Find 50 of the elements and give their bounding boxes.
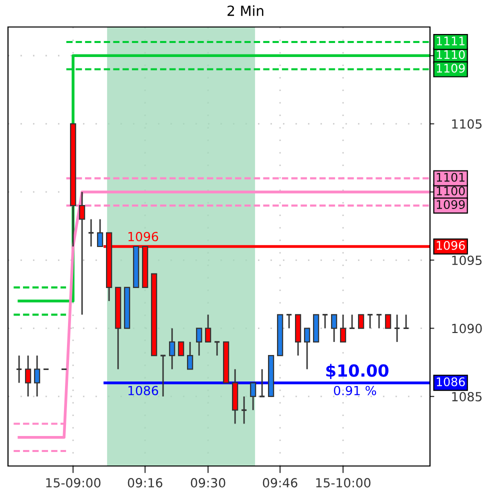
- candlestick: [340, 314, 346, 343]
- x-tick-label: 09:16: [128, 478, 162, 488]
- candlestick: [88, 218, 94, 248]
- candlestick: [187, 341, 194, 370]
- candlestick: [178, 341, 184, 356]
- x-tick-label: 15-10:00: [316, 478, 370, 488]
- candlestick: [358, 314, 364, 329]
- candlestick: [214, 341, 220, 356]
- data-label: 1096: [436, 240, 465, 250]
- candlestick: [79, 191, 86, 316]
- candlestick: [205, 314, 212, 343]
- candlestick: [385, 314, 392, 329]
- candlestick: [240, 396, 248, 424]
- annotation: 1086: [128, 386, 158, 396]
- candlestick: [394, 314, 400, 343]
- data-label: 1101: [436, 172, 465, 182]
- candlestick: [376, 314, 382, 329]
- candlestick: [97, 218, 104, 248]
- candlestick: [169, 328, 176, 370]
- candlestick: [250, 382, 256, 411]
- candlestick: [34, 354, 40, 398]
- annotation: 0.91 %: [334, 386, 376, 396]
- y-tick-label: 1105: [452, 119, 482, 129]
- data-label: 1099: [436, 200, 465, 210]
- data-label: 1111: [436, 36, 465, 46]
- candlestick: [286, 314, 292, 329]
- candlestick: [331, 314, 338, 343]
- annotation: 1096: [128, 232, 158, 242]
- data-label: 1110: [436, 50, 465, 60]
- candlestick: [366, 314, 374, 329]
- x-tick-label: 09:46: [262, 478, 298, 488]
- chart-title: 2 Min: [228, 5, 264, 16]
- data-label: 1109: [436, 64, 465, 73]
- x-tick-label: 09:30: [190, 478, 226, 488]
- candlestick: [348, 314, 356, 329]
- x-tick-label: 15-09:00: [46, 478, 100, 488]
- candlestick: [160, 354, 166, 398]
- candlestick: [16, 354, 22, 384]
- y-tick-label: 1095: [452, 256, 482, 266]
- candlestick: [258, 368, 266, 398]
- candlestick: [402, 314, 410, 329]
- candlestick: [304, 328, 310, 370]
- data-label: 1086: [436, 377, 465, 386]
- candlestick: [196, 328, 202, 356]
- candlestick: [25, 354, 32, 398]
- data-label: 1100: [436, 186, 465, 196]
- candlestick: [322, 314, 328, 329]
- y-tick-label: 1085: [452, 392, 482, 402]
- y-tick-label: 1090: [452, 324, 482, 334]
- annotation: $10.00: [326, 364, 388, 380]
